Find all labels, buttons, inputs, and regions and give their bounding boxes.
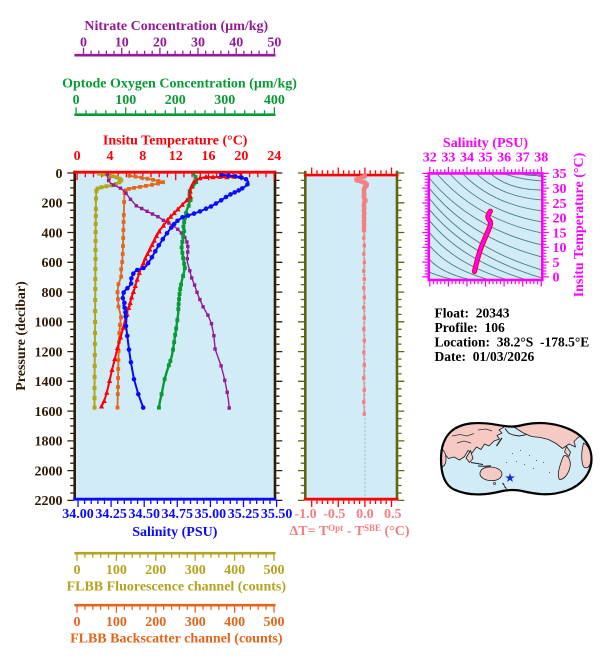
svg-text:24: 24 (267, 149, 281, 164)
svg-text:1600: 1600 (35, 405, 63, 420)
svg-text:Nitrate Concentration (µm/kg): Nitrate Concentration (µm/kg) (84, 19, 268, 34)
svg-text:300: 300 (214, 93, 235, 108)
svg-text:600: 600 (42, 256, 63, 271)
svg-text:1200: 1200 (35, 345, 63, 360)
svg-text:34.25: 34.25 (95, 507, 127, 522)
svg-text:Salinity (PSU): Salinity (PSU) (132, 525, 218, 540)
svg-text:0: 0 (80, 36, 87, 51)
svg-text:0: 0 (74, 149, 81, 164)
svg-text:FLBB Backscatter channel (coun: FLBB Backscatter channel (counts) (70, 632, 283, 647)
svg-text:Pressure (decibar): Pressure (decibar) (14, 281, 29, 391)
svg-text:200: 200 (145, 615, 166, 630)
svg-text:0: 0 (553, 271, 560, 286)
svg-text:2200: 2200 (35, 494, 63, 509)
svg-text:-1.0: -1.0 (294, 507, 316, 522)
svg-text:400: 400 (224, 615, 245, 630)
svg-text:8: 8 (139, 149, 146, 164)
svg-text:35.50: 35.50 (261, 507, 293, 522)
svg-text:37: 37 (516, 151, 530, 166)
svg-text:35: 35 (479, 151, 493, 166)
svg-text:10: 10 (115, 36, 129, 51)
svg-text:34.00: 34.00 (62, 507, 94, 522)
svg-text:1800: 1800 (35, 435, 63, 450)
svg-text:35: 35 (553, 167, 567, 182)
svg-text:200: 200 (145, 563, 166, 578)
svg-text:0.0: 0.0 (356, 507, 374, 522)
svg-text:34: 34 (460, 151, 474, 166)
svg-text:10: 10 (553, 241, 567, 256)
svg-text:FLBB Fluorescence channel (cou: FLBB Fluorescence channel (counts) (67, 580, 287, 595)
svg-text:100: 100 (106, 563, 127, 578)
svg-text:Insitu Temperature (°C): Insitu Temperature (°C) (572, 152, 587, 297)
svg-text:34.50: 34.50 (128, 507, 160, 522)
svg-text:32: 32 (423, 151, 437, 166)
svg-text:400: 400 (224, 563, 245, 578)
svg-text:38: 38 (534, 151, 548, 166)
svg-text:33: 33 (441, 151, 455, 166)
svg-text:25: 25 (553, 197, 567, 212)
svg-text:0: 0 (74, 615, 81, 630)
svg-text:20: 20 (553, 212, 567, 227)
svg-text:500: 500 (264, 615, 285, 630)
svg-text:Profile: 106: Profile: 106 (435, 320, 505, 335)
svg-text:12: 12 (169, 149, 183, 164)
svg-text:Optode Oxygen Concentration (µ: Optode Oxygen Concentration (µm/kg) (62, 76, 297, 91)
svg-text:30: 30 (191, 36, 205, 51)
svg-text:1400: 1400 (35, 375, 63, 390)
svg-text:400: 400 (264, 93, 285, 108)
svg-text:0.5: 0.5 (384, 507, 402, 522)
svg-text:20: 20 (153, 36, 167, 51)
svg-text:2000: 2000 (35, 464, 63, 479)
svg-text:ΔT= TOpt - TSBE (°C): ΔT= TOpt - TSBE (°C) (289, 523, 409, 539)
svg-text:34.75: 34.75 (162, 507, 194, 522)
svg-text:5: 5 (553, 256, 560, 271)
svg-text:4: 4 (107, 149, 114, 164)
svg-text:Date: 01/03/2026: Date: 01/03/2026 (435, 349, 535, 364)
svg-text:0: 0 (56, 167, 63, 182)
svg-text:15: 15 (553, 226, 567, 241)
svg-text:300: 300 (185, 563, 206, 578)
svg-text:100: 100 (115, 93, 136, 108)
svg-text:16: 16 (202, 149, 216, 164)
svg-text:Salinity (PSU): Salinity (PSU) (443, 136, 529, 151)
svg-text:35.00: 35.00 (195, 507, 227, 522)
svg-text:800: 800 (42, 286, 63, 301)
svg-text:Float: 20343: Float: 20343 (435, 306, 510, 321)
svg-text:40: 40 (229, 36, 243, 51)
svg-text:-0.5: -0.5 (323, 507, 345, 522)
svg-text:200: 200 (42, 197, 63, 212)
svg-text:35.25: 35.25 (228, 507, 260, 522)
svg-text:50: 50 (267, 36, 281, 51)
svg-text:100: 100 (106, 615, 127, 630)
svg-text:30: 30 (553, 182, 567, 197)
svg-text:36: 36 (497, 151, 511, 166)
svg-text:1000: 1000 (35, 316, 63, 331)
svg-text:Location: 38.2°S -178.5°E: Location: 38.2°S -178.5°E (435, 335, 590, 350)
svg-text:0: 0 (74, 563, 81, 578)
svg-text:0: 0 (73, 93, 80, 108)
svg-text:400: 400 (42, 226, 63, 241)
svg-text:500: 500 (264, 563, 285, 578)
svg-text:20: 20 (234, 149, 248, 164)
svg-text:300: 300 (185, 615, 206, 630)
svg-text:200: 200 (165, 93, 186, 108)
svg-text:Insitu Temperature (°C): Insitu Temperature (°C) (103, 133, 248, 148)
